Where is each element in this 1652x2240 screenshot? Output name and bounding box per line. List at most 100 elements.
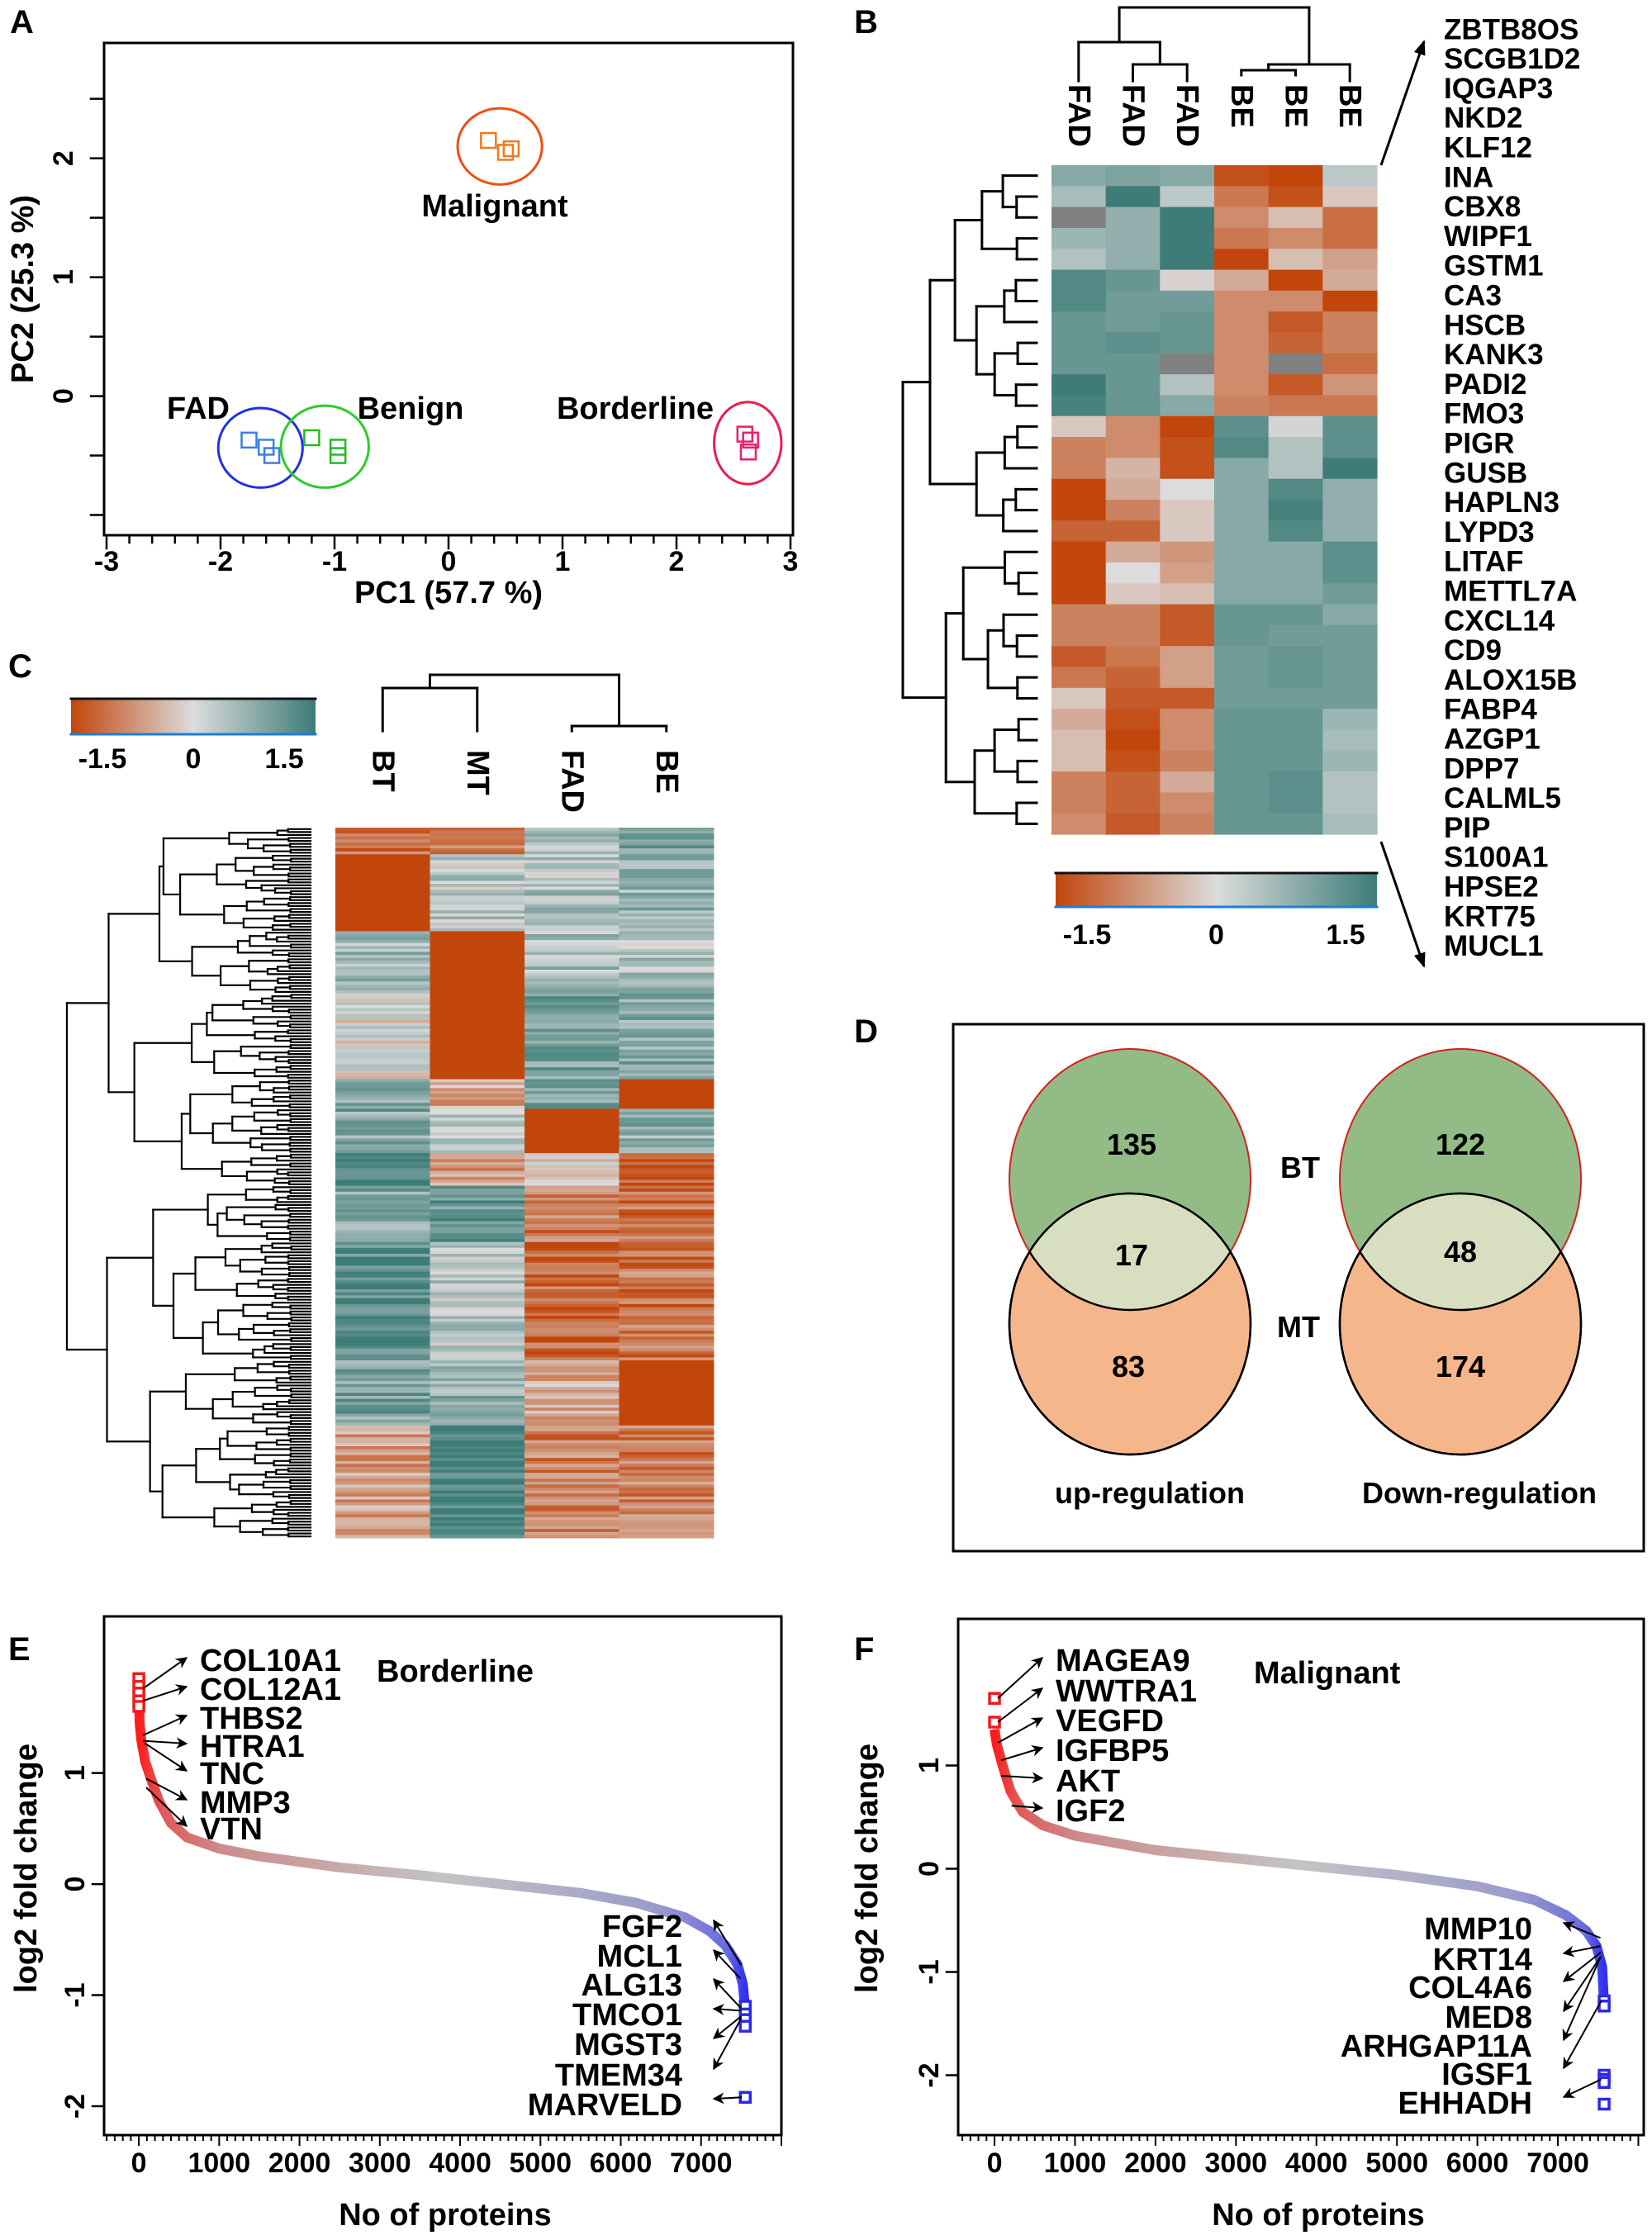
- heatmap-c-cell: [335, 1402, 430, 1406]
- heatmap-c-cell: [525, 1342, 620, 1346]
- heatmap-c-cell: [430, 1028, 525, 1032]
- heatmap-b-cell: [1322, 624, 1378, 647]
- heatmap-c-cell: [525, 1023, 620, 1027]
- y-tick-label: 1: [48, 269, 79, 285]
- heatmap-c-cell: [619, 910, 714, 914]
- heatmap-c-cell: [525, 1363, 620, 1367]
- heatmap-b-cell: [1268, 709, 1323, 731]
- heatmap-c-colorbar-tick-label: 0: [186, 743, 202, 775]
- heatmap-c-cell: [525, 1156, 620, 1160]
- heatmap-c-cell: [430, 1372, 525, 1376]
- heatmap-b-cell: [1160, 311, 1215, 334]
- heatmap-c-cell: [619, 1496, 714, 1500]
- heatmap-c-cell: [525, 942, 620, 947]
- heatmap-c-cell: [525, 1241, 620, 1246]
- heatmap-c-cell: [525, 1165, 620, 1169]
- heatmap-c-cell: [619, 1339, 714, 1343]
- heatmap-c-cell: [335, 1230, 430, 1234]
- heatmap-b-cell: [1322, 186, 1378, 208]
- heatmap-c-cell: [335, 919, 430, 923]
- heatmap-c-cell: [335, 1419, 430, 1423]
- heatmap-c-cell: [335, 1221, 430, 1225]
- heatmap-c-cell: [430, 993, 525, 997]
- heatmap-c-cell: [335, 877, 430, 881]
- heatmap-c-cell: [619, 1120, 714, 1124]
- heatmap-c-cell: [619, 1271, 714, 1275]
- heatmap-c-cell: [525, 1135, 620, 1139]
- heatmap-c-cell: [430, 1488, 525, 1492]
- heatmap-c-cell: [335, 1165, 430, 1169]
- heatmap-c-cell: [335, 1088, 430, 1092]
- heatmap-c-cell: [525, 1292, 620, 1296]
- heatmap-c-cell: [619, 1372, 714, 1376]
- heatmap-b-cell: [1268, 165, 1323, 187]
- heatmap-c-cell: [525, 1274, 620, 1279]
- heatmap-c-cell: [335, 1452, 430, 1456]
- gene-label: PADI2: [1444, 368, 1527, 401]
- heatmap-c-cell: [430, 1425, 525, 1429]
- heatmap-c-cell: [430, 851, 525, 855]
- gene-label: PIGR: [1444, 427, 1515, 459]
- heatmap-c-cell: [525, 1520, 620, 1524]
- rank-e-annotation-arrow: [142, 1714, 188, 1736]
- heatmap-b-cell: [1268, 583, 1323, 605]
- heatmap-c-cell: [619, 1144, 714, 1148]
- heatmap-c-cell: [335, 1215, 430, 1219]
- heatmap-c-cell: [430, 1097, 525, 1101]
- heatmap-c-cell: [335, 1312, 430, 1317]
- heatmap-c-cell: [619, 999, 714, 1003]
- gene-label: GSTM1: [1444, 250, 1544, 282]
- heatmap-b-colorbar: [1056, 873, 1377, 907]
- heatmap-c-cell: [619, 961, 714, 965]
- heatmap-c-cell: [335, 1360, 430, 1364]
- heatmap-c-cell: [430, 836, 525, 840]
- heatmap-b-cell: [1322, 687, 1378, 709]
- gene-label: KRT75: [1444, 900, 1536, 933]
- heatmap-c-cell: [619, 1286, 714, 1290]
- sample-point-fad: [263, 447, 281, 464]
- heatmap-b-cell: [1051, 478, 1107, 501]
- heatmap-c-cell: [619, 1176, 714, 1180]
- pca-x-axis-label: PC1 (57.7 %): [354, 576, 543, 610]
- heatmap-c-cell: [525, 1316, 620, 1320]
- heatmap-b-cell: [1214, 395, 1270, 417]
- rank-e-y-tick-label: 0: [59, 1877, 91, 1892]
- x-tick-label: 2: [669, 546, 685, 577]
- heatmap-c-cell: [430, 1363, 525, 1367]
- heatmap-b-cell: [1105, 687, 1161, 709]
- heatmap-c-cell: [525, 1103, 620, 1107]
- group-label-fad: FAD: [167, 392, 230, 426]
- heatmap-b-cell: [1322, 583, 1378, 605]
- rank-f-y-axis-label: log2 fold change: [850, 1744, 885, 1993]
- heatmap-b-colorbar-tick-label: 1.5: [1326, 919, 1365, 951]
- gene-label: MUCL1: [1444, 930, 1544, 962]
- heatmap-c-cell: [430, 1434, 525, 1438]
- heatmap-c-cell: [619, 1135, 714, 1139]
- rank-f-x-tick-label: 0: [987, 2147, 1003, 2179]
- heatmap-c-cell: [430, 1440, 525, 1444]
- heatmap-c-cell: [619, 957, 714, 961]
- heatmap-c-cell: [430, 1191, 525, 1195]
- heatmap-c-cell: [525, 1094, 620, 1098]
- heatmap-c-cell: [525, 1455, 620, 1459]
- heatmap-c-cell: [619, 981, 714, 985]
- heatmap-c-cell: [619, 1523, 714, 1527]
- heatmap-c-cell: [335, 1301, 430, 1305]
- heatmap-c-cell: [619, 1256, 714, 1260]
- heatmap-c-cell: [430, 845, 525, 849]
- heatmap-c-cell: [430, 1049, 525, 1053]
- rank-f-x-tick-label: 5000: [1365, 2147, 1428, 2179]
- heatmap-b-cell: [1268, 206, 1323, 229]
- heatmap-c-cell: [525, 1419, 620, 1423]
- heatmap-c-cell: [525, 1118, 620, 1122]
- heatmap-b-cell: [1322, 813, 1378, 835]
- heatmap-c-cell: [525, 1286, 620, 1290]
- heatmap-b-cell: [1268, 520, 1323, 543]
- heatmap-c-cell: [619, 1230, 714, 1234]
- heatmap-c-cell: [430, 1464, 525, 1468]
- heatmap-c-cell: [525, 1280, 620, 1284]
- heatmap-c-cell: [619, 1307, 714, 1311]
- heatmap-b-cell: [1268, 624, 1323, 647]
- heatmap-b-cell: [1051, 332, 1107, 354]
- heatmap-c-cell: [335, 1511, 430, 1515]
